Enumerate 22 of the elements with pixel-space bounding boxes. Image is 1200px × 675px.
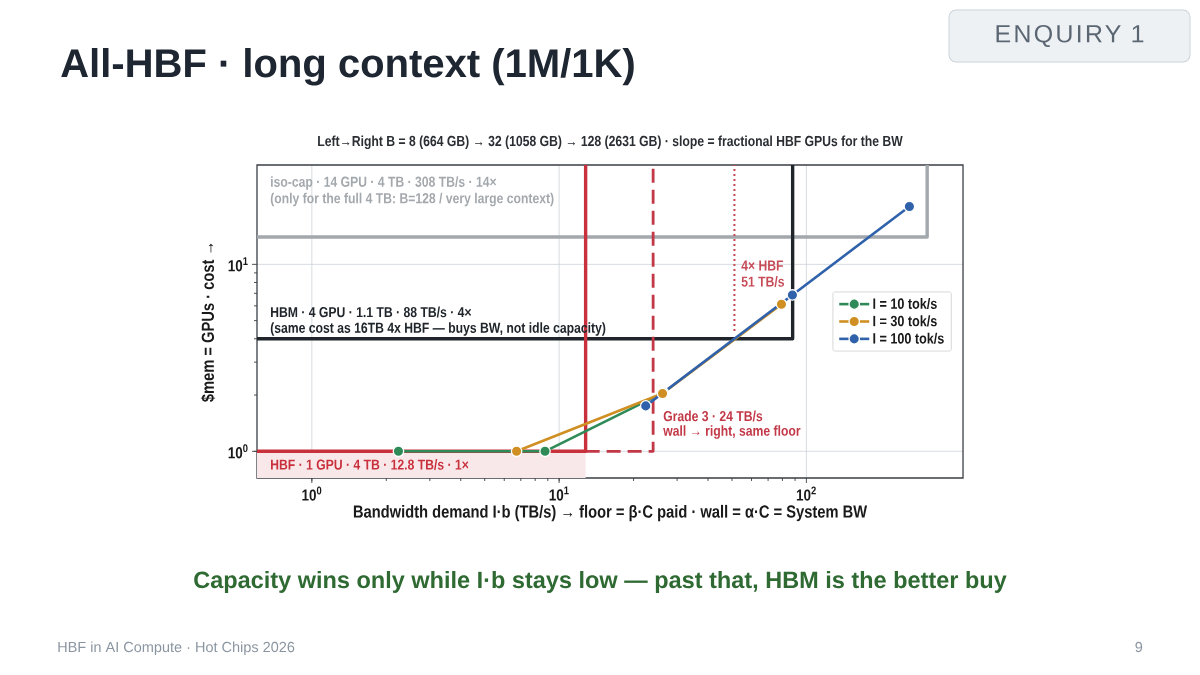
annotation: iso-cap · 14 GPU · 4 TB · 308 TB/s · 14× [271, 176, 497, 190]
text: ENQUIRY 1 [996, 24, 1144, 48]
x-tick-label: 10$^{2}$ [796, 486, 816, 501]
legend-label: I = 10 tok/s [873, 297, 937, 310]
legend-label: I = 100 tok/s [873, 332, 944, 344]
annotation: wall → right, same floor [663, 425, 801, 439]
chart-subtitle: Left→Right B = 8 (664 GB) → 32 (1058 GB) → 128 (2631 GB) · slope = fractional HBF GPUs for the BW [318, 135, 903, 150]
annotation: 4× HBF [741, 260, 784, 271]
text: Capacity wins only while I·b stays low — past that, HBM is the better buy [194, 570, 1007, 593]
text: 9 [1135, 641, 1143, 653]
annotation: (only for the full 4 TB: B=128 / very large context) [270, 192, 554, 207]
annotation: HBF · 1 GPU · 4 TB · 12.8 TB/s · 1× [271, 459, 469, 470]
x-tick-label: 10$^{1}$ [549, 486, 569, 501]
legend-label: I = 30 tok/s [873, 315, 937, 327]
y-axis-title: $mem = GPUs · cost → [200, 243, 216, 402]
annotation: HBM · 4 GPU · 1.1 TB · 88 TB/s · 4× [271, 306, 472, 318]
annotation: Grade 3 · 24 TB/s [663, 410, 763, 422]
x-axis-title: Bandwidth demand I·b (TB/s) → floor = β·C paid · wall = α·C = System BW [353, 504, 868, 522]
x-tick-label: 10$^{0}$ [302, 486, 322, 501]
annotation: 51 TB/s [741, 276, 785, 287]
chart-title: All-HBF · long context (1M/1K) [61, 48, 634, 86]
text: HBF in AI Compute · Hot Chips 2026 [58, 641, 295, 656]
